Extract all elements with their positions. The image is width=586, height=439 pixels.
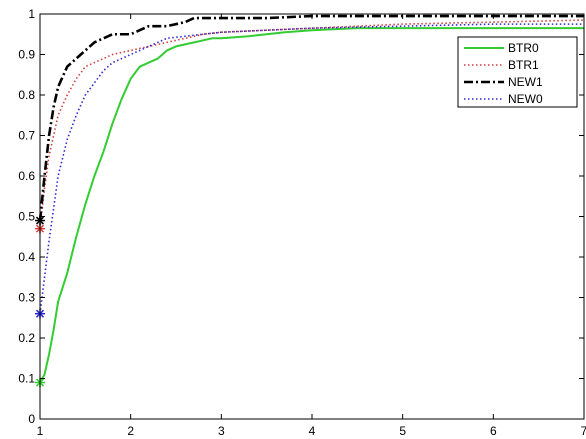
legend-label-btr0: BTR0 <box>508 41 539 55</box>
series-line-new0 <box>39 23 584 314</box>
series-line-btr0 <box>39 27 584 384</box>
x-tick-label: 3 <box>218 424 225 438</box>
x-tick-label: 7 <box>581 424 586 438</box>
y-tick-label: 1 <box>28 7 35 21</box>
axes: 1 2 3 4 5 6 7 0 0.1 0.2 0.3 0.4 0.5 0.6 0.7 0.8 0.9 1 <box>18 7 586 438</box>
y-tick-label: 0.9 <box>18 48 35 62</box>
y-tick-label: 0.6 <box>18 169 35 183</box>
y-tick-label: 0.5 <box>18 210 35 224</box>
series-line-btr1 <box>39 19 585 229</box>
x-tick-label: 2 <box>127 424 134 438</box>
legend-label-new1: NEW1 <box>508 75 543 89</box>
y-tick-label: 0.7 <box>18 129 35 143</box>
y-tick-label: 0 <box>28 412 35 426</box>
y-tick-label: 0.8 <box>18 88 35 102</box>
y-tick-label: 0.1 <box>18 372 35 386</box>
y-tick-label: 0.3 <box>18 291 35 305</box>
legend-label-new0: NEW0 <box>508 92 543 106</box>
x-tick-label: 6 <box>490 424 497 438</box>
x-tick-label: 1 <box>37 424 44 438</box>
series-line-new1 <box>38 14 584 221</box>
x-tick-label: 5 <box>399 424 406 438</box>
y-tick-label: 0.4 <box>18 250 35 264</box>
y-tick-label: 0.2 <box>18 331 35 345</box>
legend-label-btr1: BTR1 <box>508 58 539 72</box>
x-tick-label: 4 <box>309 424 316 438</box>
legend: BTR0 BTR1 NEW1 NEW0 <box>457 36 578 108</box>
